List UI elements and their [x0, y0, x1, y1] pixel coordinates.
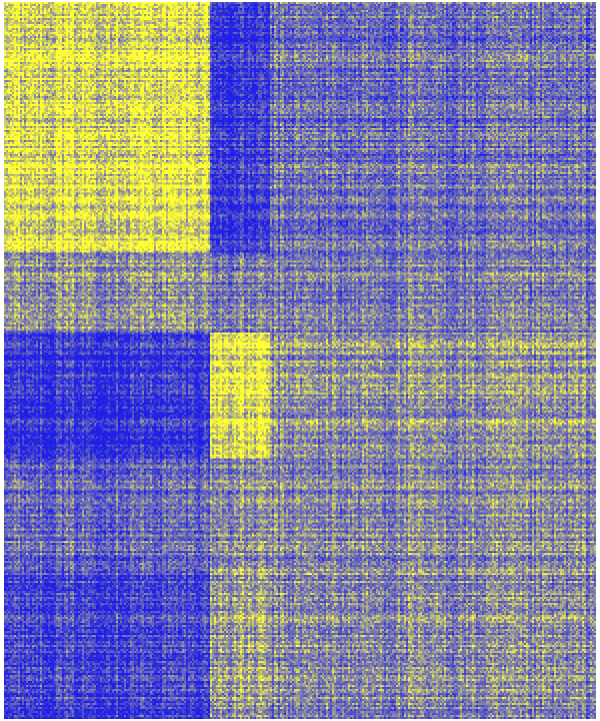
heatmap-plot-area — [4, 2, 596, 719]
